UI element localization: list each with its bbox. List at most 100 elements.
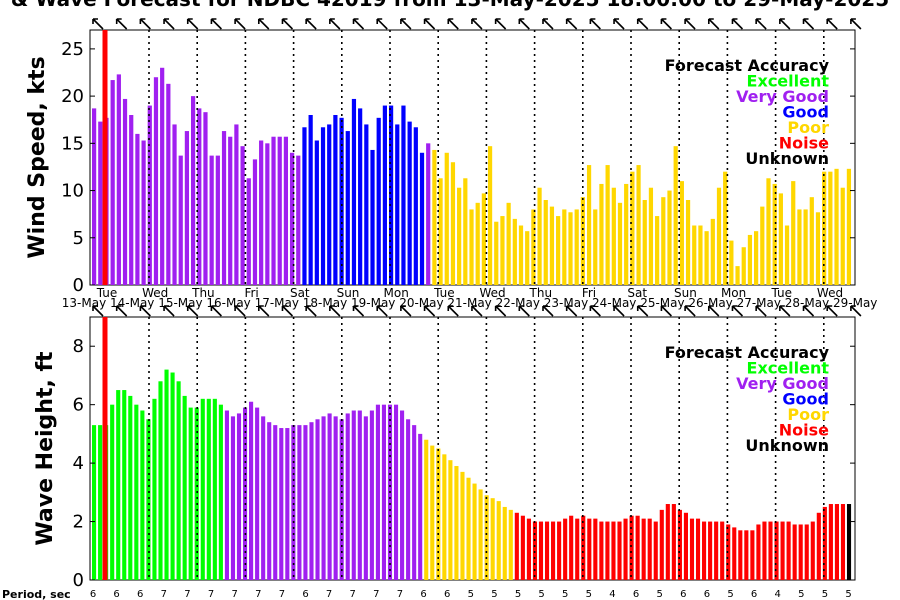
bar bbox=[617, 202, 623, 285]
bar bbox=[735, 266, 740, 285]
date-label: 21-May bbox=[447, 296, 491, 310]
y-tick-label: 2 bbox=[73, 512, 84, 533]
bar bbox=[774, 521, 779, 580]
y-tick-label: 15 bbox=[61, 133, 84, 154]
direction-arrow bbox=[684, 18, 696, 30]
bar bbox=[357, 410, 362, 580]
bar bbox=[750, 530, 755, 580]
bar bbox=[110, 404, 115, 580]
direction-arrow bbox=[613, 18, 625, 30]
bar bbox=[475, 202, 480, 285]
bar bbox=[303, 425, 308, 580]
bar bbox=[345, 413, 350, 580]
bar bbox=[285, 428, 290, 580]
bar bbox=[803, 209, 808, 285]
bar bbox=[549, 206, 555, 285]
bar bbox=[714, 521, 719, 580]
bar bbox=[653, 521, 658, 580]
period-value: 7 bbox=[350, 589, 356, 600]
legend-item: Noise bbox=[779, 134, 829, 153]
direction-arrow bbox=[589, 18, 601, 30]
bar bbox=[556, 216, 561, 285]
direction-arrow bbox=[423, 305, 436, 317]
period-value: 6 bbox=[113, 589, 119, 600]
bar bbox=[265, 143, 270, 285]
direction-arrow bbox=[850, 305, 862, 317]
bar bbox=[418, 433, 423, 580]
bar bbox=[406, 419, 411, 580]
direction-arrow bbox=[636, 18, 649, 30]
bar bbox=[557, 521, 562, 580]
bar bbox=[562, 209, 567, 285]
bar bbox=[683, 512, 688, 580]
bar bbox=[92, 425, 97, 580]
direction-arrow bbox=[92, 305, 104, 317]
direction-arrow bbox=[636, 305, 649, 317]
bar bbox=[302, 127, 307, 285]
bar bbox=[617, 521, 622, 580]
period-value: 6 bbox=[302, 589, 308, 600]
bar bbox=[351, 98, 357, 285]
y-tick-label: 4 bbox=[73, 453, 84, 474]
bar bbox=[176, 381, 181, 580]
bar bbox=[116, 390, 121, 580]
bar bbox=[230, 416, 236, 580]
bar bbox=[297, 425, 302, 580]
direction-arrow bbox=[400, 18, 412, 30]
bar bbox=[200, 398, 205, 580]
direction-arrow bbox=[234, 305, 246, 317]
bar bbox=[786, 521, 791, 580]
bar bbox=[636, 165, 641, 285]
direction-arrow bbox=[779, 305, 791, 317]
bar bbox=[840, 504, 846, 580]
bar bbox=[321, 416, 326, 580]
day-label: Thu bbox=[191, 286, 215, 300]
bar bbox=[798, 524, 803, 580]
direction-arrow bbox=[826, 18, 838, 30]
bar bbox=[206, 398, 211, 580]
direction-arrow bbox=[352, 305, 365, 317]
legend-item: Excellent bbox=[747, 359, 830, 378]
bar bbox=[792, 524, 797, 580]
bar bbox=[623, 518, 628, 580]
bar bbox=[647, 518, 652, 580]
bar bbox=[430, 445, 435, 580]
direction-arrow bbox=[755, 18, 767, 30]
bar bbox=[544, 521, 550, 580]
y-tick-label: 6 bbox=[73, 395, 84, 416]
day-label: Thu bbox=[529, 286, 553, 300]
direction-arrow bbox=[305, 18, 317, 30]
direction-arrow bbox=[684, 305, 696, 317]
date-label: 25-May bbox=[640, 296, 684, 310]
bar bbox=[412, 425, 417, 580]
bar bbox=[279, 428, 284, 580]
bar bbox=[624, 183, 629, 285]
bar bbox=[454, 466, 459, 580]
bar bbox=[140, 410, 145, 580]
bar bbox=[720, 521, 725, 580]
bar bbox=[273, 425, 278, 580]
legend-item: Poor bbox=[787, 405, 829, 424]
legend-item: Unknown bbox=[745, 149, 829, 168]
bar bbox=[520, 515, 525, 580]
day-label: Wed bbox=[817, 286, 843, 300]
bar bbox=[153, 77, 159, 285]
period-value: 7 bbox=[326, 589, 332, 600]
bar bbox=[218, 404, 223, 580]
bar bbox=[92, 108, 97, 285]
bar bbox=[339, 117, 344, 285]
period-axis-label: Period, sec bbox=[2, 588, 71, 600]
period-value: 5 bbox=[491, 589, 497, 600]
direction-arrow bbox=[755, 305, 767, 317]
bar bbox=[444, 152, 449, 285]
period-value: 6 bbox=[444, 589, 450, 600]
bar bbox=[469, 209, 474, 285]
legend-item: Good bbox=[782, 390, 829, 409]
bar bbox=[532, 521, 538, 580]
period-value: 6 bbox=[751, 589, 757, 600]
bar bbox=[426, 143, 431, 285]
direction-arrow bbox=[494, 305, 507, 317]
day-label: Sat bbox=[627, 286, 647, 300]
bar bbox=[677, 509, 682, 580]
y-axis-label: Wind Speed, kts bbox=[25, 56, 50, 258]
